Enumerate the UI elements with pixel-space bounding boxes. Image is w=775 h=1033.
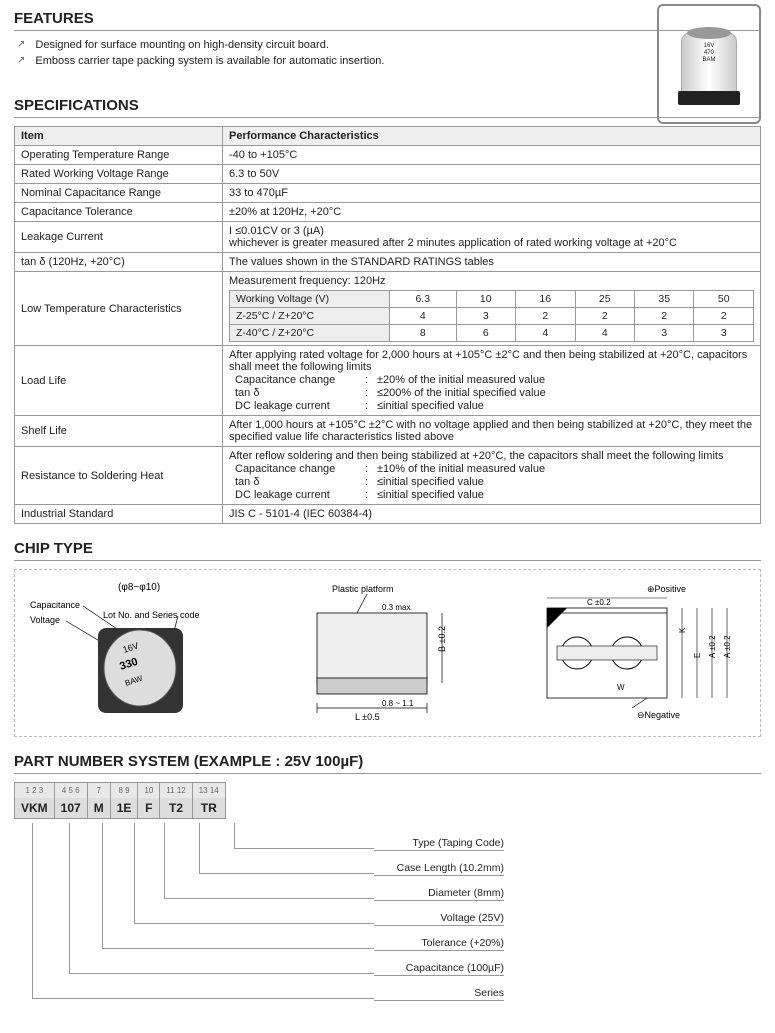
pn-code: VKM [15, 798, 55, 819]
spec-value: -40 to +105°C [223, 146, 761, 165]
spec-value: After reflow soldering and then being st… [223, 447, 761, 505]
feature-text: Designed for surface mounting on high-de… [35, 39, 329, 51]
svg-text:Voltage: Voltage [30, 615, 60, 625]
pn-tree: Type (Taping Code) Case Length (10.2mm) … [14, 823, 534, 1023]
spec-value: 6.3 to 50V [223, 165, 761, 184]
svg-text:A ±0.2: A ±0.2 [708, 635, 717, 658]
chip-title: CHIP TYPE [14, 540, 761, 561]
svg-text:0.8 ~ 1.1: 0.8 ~ 1.1 [382, 699, 414, 708]
spec-label: Shelf Life [15, 416, 223, 447]
svg-text:(φ8~φ10): (φ8~φ10) [118, 582, 160, 593]
pn-label-tol: Tolerance (+20%) [374, 937, 504, 951]
chip-diagram-left: (φ8~φ10) Capacitance Voltage Lot No. and… [28, 578, 258, 728]
svg-text:W: W [617, 683, 625, 692]
spec-label: Resistance to Soldering Heat [15, 447, 223, 505]
pn-table: 1 2 34 5 678 91011 1213 14 VKM 107 M 1E … [14, 782, 226, 819]
svg-text:Lot No. and Series code: Lot No. and Series code [103, 610, 200, 620]
pn-code: T2 [160, 798, 192, 819]
chip-diagrams: (φ8~φ10) Capacitance Voltage Lot No. and… [14, 569, 761, 737]
bullet-icon: ↗ [17, 55, 25, 67]
pn-label-series: Series [374, 987, 504, 1001]
spec-value: I ≤0.01CV or 3 (µA) whichever is greater… [223, 222, 761, 253]
spec-label: Load Life [15, 346, 223, 416]
svg-text:L ±0.5: L ±0.5 [355, 712, 380, 722]
spec-value: After applying rated voltage for 2,000 h… [223, 346, 761, 416]
pn-code: 107 [54, 798, 87, 819]
svg-text:C ±0.2: C ±0.2 [587, 598, 611, 607]
pn-code: 1E [110, 798, 138, 819]
pn-code: TR [192, 798, 225, 819]
specs-table: Item Performance Characteristics Operati… [14, 126, 761, 524]
product-image: 16V 470 BAM [657, 4, 761, 124]
spec-value: JIS C - 5101-4 (IEC 60384-4) [223, 505, 761, 524]
feature-text: Emboss carrier tape packing system is av… [35, 55, 384, 67]
spec-label: Capacitance Tolerance [15, 203, 223, 222]
spec-value: The values shown in the STANDARD RATINGS… [223, 253, 761, 272]
th-item: Item [15, 127, 223, 146]
pn-label-volt: Voltage (25V) [374, 912, 504, 926]
low-temp-table: Working Voltage (V) 6.31016253550 Z-25°C… [229, 290, 754, 342]
spec-label: Rated Working Voltage Range [15, 165, 223, 184]
pn-label-cap: Capacitance (100µF) [374, 962, 504, 976]
pn-label-dia: Diameter (8mm) [374, 887, 504, 901]
bullet-icon: ↗ [17, 39, 25, 51]
pn-code: M [87, 798, 110, 819]
svg-text:0.3 max: 0.3 max [382, 603, 410, 612]
pn-label-case: Case Length (10.2mm) [374, 862, 504, 876]
feature-item: ↗ Designed for surface mounting on high-… [14, 39, 761, 51]
capacitor-icon: 16V 470 BAM [681, 32, 737, 96]
pn-label-type: Type (Taping Code) [374, 837, 504, 851]
spec-label: Industrial Standard [15, 505, 223, 524]
th-perf: Performance Characteristics [223, 127, 761, 146]
spec-label: Operating Temperature Range [15, 146, 223, 165]
pn-title: PART NUMBER SYSTEM (EXAMPLE : 25V 100µF) [14, 753, 761, 774]
spec-label: Nominal Capacitance Range [15, 184, 223, 203]
svg-text:Plastic platform: Plastic platform [332, 584, 394, 594]
spec-label: Leakage Current [15, 222, 223, 253]
chip-diagram-mid: Plastic platform 0.3 max L ±0.5 B ±0.2 0… [287, 578, 487, 728]
spec-value: 33 to 470µF [223, 184, 761, 203]
feature-item: ↗ Emboss carrier tape packing system is … [14, 55, 761, 67]
chip-diagram-right: ⊕Positive C ±0.2 ⊖Negative W K E A ±0.2 … [517, 578, 747, 728]
svg-text:B ±0.2: B ±0.2 [437, 626, 447, 652]
svg-text:⊖Negative: ⊖Negative [637, 710, 680, 720]
svg-text:Capacitance: Capacitance [30, 600, 80, 610]
svg-text:⊕Positive: ⊕Positive [647, 584, 686, 594]
pn-code: F [138, 798, 160, 819]
spec-value: Measurement frequency: 120Hz Working Vol… [223, 272, 761, 346]
svg-text:A ±0.2: A ±0.2 [723, 635, 732, 658]
features-title: FEATURES [14, 10, 761, 31]
spec-value: ±20% at 120Hz, +20°C [223, 203, 761, 222]
svg-text:E: E [693, 653, 702, 658]
specs-title: SPECIFICATIONS [14, 97, 761, 118]
svg-text:K: K [678, 627, 687, 633]
spec-label: tan δ (120Hz, +20°C) [15, 253, 223, 272]
spec-value: After 1,000 hours at +105°C ±2°C with no… [223, 416, 761, 447]
spec-label: Low Temperature Characteristics [15, 272, 223, 346]
